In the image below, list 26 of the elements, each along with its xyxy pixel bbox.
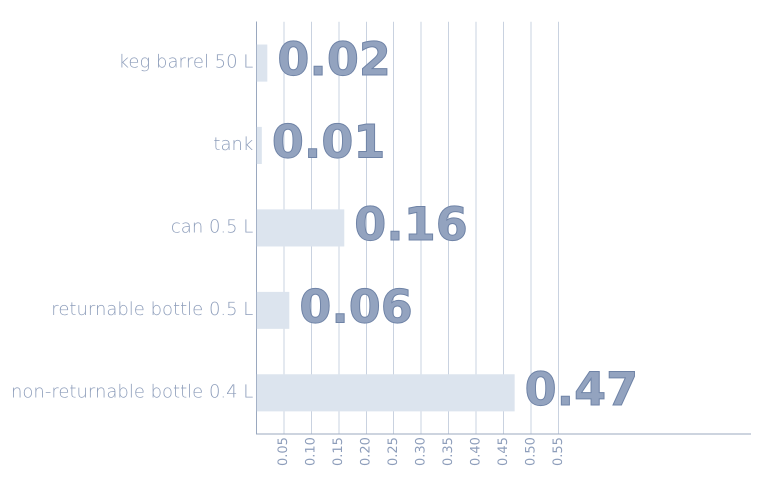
text: 0.50 — [524, 437, 539, 466]
data-label: 0.02 — [277, 32, 391, 86]
text: 0.30 — [414, 437, 429, 466]
bar — [256, 374, 515, 412]
text: 0.40 — [468, 437, 484, 466]
data-label: 0.06 — [299, 279, 413, 334]
text: 0.05 — [276, 437, 292, 466]
data-label: 0.01 — [272, 114, 386, 168]
text: 0.25 — [386, 437, 402, 466]
text: 0.10 — [304, 437, 319, 466]
text: 0.55 — [551, 437, 566, 466]
data-label: 0.16 — [354, 196, 468, 251]
y-tick-label: can 0.5 L — [170, 216, 254, 238]
text: 0.15 — [331, 437, 346, 466]
text: 0.20 — [358, 437, 374, 466]
y-tick-label: keg barrel 50 L — [118, 52, 254, 73]
bar — [256, 44, 268, 82]
y-tick-label: non-returnable bottle 0.4 L — [10, 382, 254, 402]
text: 0.45 — [496, 437, 512, 466]
y-tick-label: tank — [213, 134, 254, 156]
text: 0.35 — [441, 437, 456, 466]
bar — [256, 209, 344, 246]
bar — [256, 126, 262, 164]
y-tick-label: returnable bottle 0.5 L — [51, 299, 254, 320]
bar — [256, 292, 290, 329]
data-label: 0.47 — [524, 362, 638, 416]
